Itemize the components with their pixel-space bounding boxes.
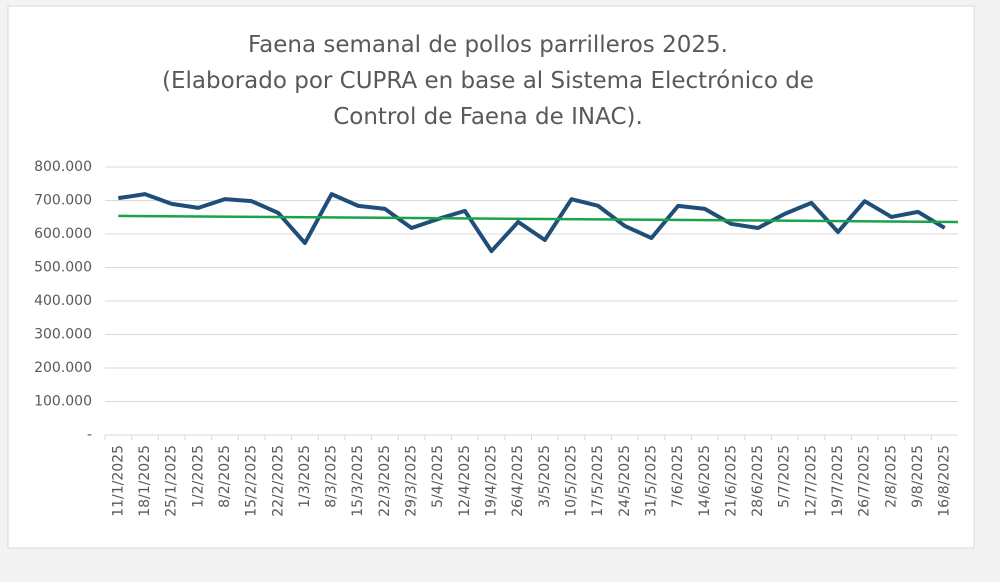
x-tick-label: 14/6/2025 xyxy=(697,445,713,517)
x-tick-label: 24/5/2025 xyxy=(617,445,633,517)
x-tick-label: 25/1/2025 xyxy=(164,445,180,517)
x-tick-label: 17/5/2025 xyxy=(590,445,606,517)
x-tick-label: 29/3/2025 xyxy=(404,445,420,517)
x-tick-label: 26/7/2025 xyxy=(857,445,873,517)
x-tick-label: 5/7/2025 xyxy=(777,445,793,508)
x-tick-label: 1/3/2025 xyxy=(297,445,313,508)
x-tick-label: 19/4/2025 xyxy=(484,445,500,517)
chart-area xyxy=(7,5,975,549)
x-tick-label: 26/4/2025 xyxy=(510,445,526,517)
x-tick-label: 22/2/2025 xyxy=(270,445,286,517)
x-tick-label: 11/1/2025 xyxy=(110,445,126,517)
x-tick-label: 15/2/2025 xyxy=(244,445,260,517)
y-tick-label: 600.000 xyxy=(34,226,92,242)
y-tick-label: 400.000 xyxy=(34,293,92,309)
chart-title: Control de Faena de INAC). xyxy=(333,104,643,130)
y-tick-label: 700.000 xyxy=(34,193,92,209)
x-tick-label: 18/1/2025 xyxy=(137,445,153,517)
x-tick-label: 10/5/2025 xyxy=(563,445,579,517)
x-tick-label: 16/8/2025 xyxy=(937,445,953,517)
x-tick-label: 22/3/2025 xyxy=(377,445,393,517)
trendline xyxy=(118,214,959,224)
x-tick-label: 19/7/2025 xyxy=(830,445,846,517)
y-tick-label: 800.000 xyxy=(34,159,92,175)
chart-title: Faena semanal de pollos parrilleros 2025… xyxy=(248,32,728,58)
y-tick-label: 200.000 xyxy=(34,360,92,376)
x-tick-label: 9/8/2025 xyxy=(910,445,926,508)
x-tick-label: 2/8/2025 xyxy=(883,445,899,508)
x-tick-label: 31/5/2025 xyxy=(643,445,659,517)
x-tick-label: 21/6/2025 xyxy=(723,445,739,517)
x-tick-label: 12/7/2025 xyxy=(803,445,819,517)
x-tick-label: 3/5/2025 xyxy=(537,445,553,508)
y-tick-label: 500.000 xyxy=(34,260,92,276)
x-tick-label: 7/6/2025 xyxy=(670,445,686,508)
y-tick-label: 100.000 xyxy=(34,394,92,410)
x-tick-label: 1/2/2025 xyxy=(190,445,206,508)
chart-title: (Elaborado por CUPRA en base al Sistema … xyxy=(162,68,814,94)
x-tick-label: 8/2/2025 xyxy=(217,445,233,508)
x-tick-label: 8/3/2025 xyxy=(324,445,340,508)
x-tick-label: 12/4/2025 xyxy=(457,445,473,517)
data-line xyxy=(118,192,946,254)
x-tick-label: 15/3/2025 xyxy=(350,445,366,517)
x-tick-label: 5/4/2025 xyxy=(430,445,446,508)
y-tick-label: - xyxy=(87,427,92,443)
y-tick-label: 300.000 xyxy=(34,327,92,343)
x-tick-label: 28/6/2025 xyxy=(750,445,766,517)
